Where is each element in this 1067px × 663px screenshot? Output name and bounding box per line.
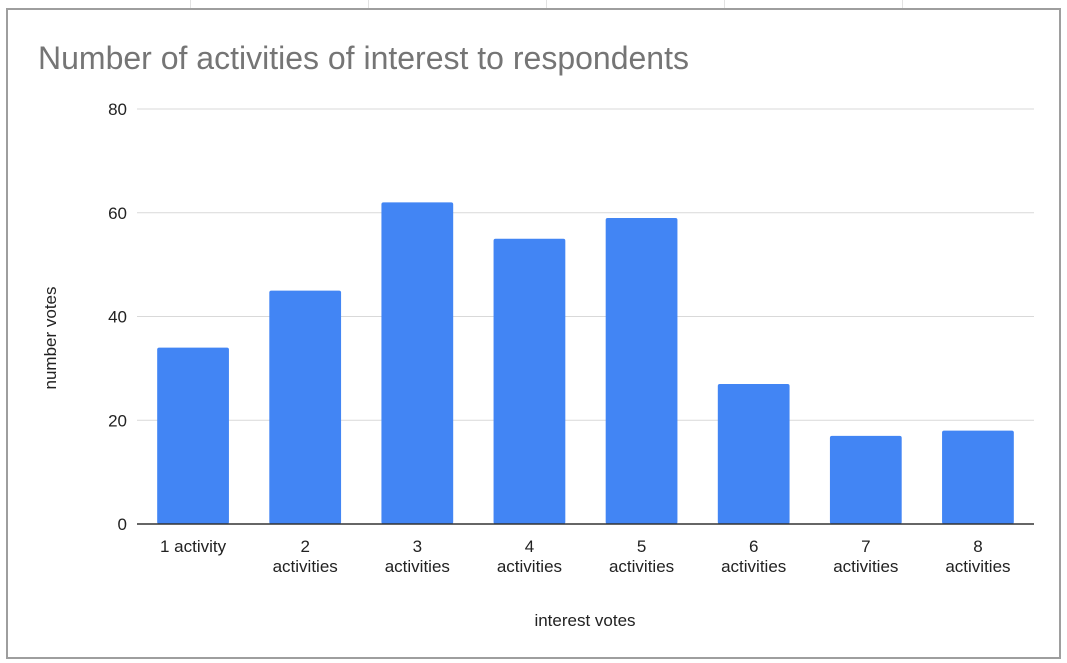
y-tick-label: 40 [108, 308, 127, 327]
x-tick-label-line: activities [273, 557, 338, 576]
x-tick-label-line: activities [385, 557, 450, 576]
bar-2-activities[interactable] [269, 290, 342, 524]
y-tick-label: 60 [108, 204, 127, 223]
x-tick-label-line: activities [833, 557, 898, 576]
x-axis-title: interest votes [534, 611, 635, 630]
x-tick-label: 3 activities [385, 537, 450, 576]
x-tick-label-line: 7 [861, 537, 870, 556]
bar-1-activity[interactable] [157, 347, 229, 524]
x-tick-label-line: activities [497, 557, 562, 576]
x-tick-label-line: 6 [749, 537, 758, 556]
x-tick-label: 2 activities [273, 537, 338, 576]
x-tick-label-line: activities [721, 557, 786, 576]
x-tick-label: 6 activities [721, 537, 786, 576]
x-tick-label-line: 5 [637, 537, 646, 556]
x-tick-label-line: 4 [525, 537, 534, 556]
x-tick-label-line: 1 activity [160, 537, 227, 556]
x-tick-label: 5 activities [609, 537, 674, 576]
bar-4-activities[interactable] [493, 238, 566, 524]
y-tick-label: 0 [118, 515, 127, 534]
x-tick-label-line: 8 [973, 537, 982, 556]
chart-title: Number of activities of interest to resp… [38, 40, 689, 76]
sheet-column-divider [724, 0, 725, 8]
y-tick-labels: 0 20 40 60 80 [108, 100, 127, 534]
y-axis-title: number votes [41, 287, 60, 390]
bar-7-activities[interactable] [829, 435, 902, 524]
sheet-column-divider [902, 0, 903, 8]
x-tick-label-line: 2 [300, 537, 309, 556]
y-tick-label: 20 [108, 411, 127, 430]
x-tick-label: 1 activity [160, 537, 227, 556]
x-tick-label-line: activities [945, 557, 1010, 576]
x-tick-label: 7 activities [833, 537, 898, 576]
bar-5-activities[interactable] [605, 217, 678, 524]
bars [157, 202, 1014, 524]
x-tick-label: 8 activities [945, 537, 1010, 576]
sheet-column-divider [190, 0, 191, 8]
y-tick-label: 80 [108, 100, 127, 119]
x-tick-label-line: activities [609, 557, 674, 576]
x-tick-label: 4 activities [497, 537, 562, 576]
bar-3-activities[interactable] [381, 202, 454, 524]
sheet-column-divider [368, 0, 369, 8]
bar-6-activities[interactable] [717, 383, 790, 524]
sheet-column-divider [546, 0, 547, 8]
x-tick-label-line: 3 [413, 537, 422, 556]
bar-8-activities[interactable] [942, 430, 1014, 524]
